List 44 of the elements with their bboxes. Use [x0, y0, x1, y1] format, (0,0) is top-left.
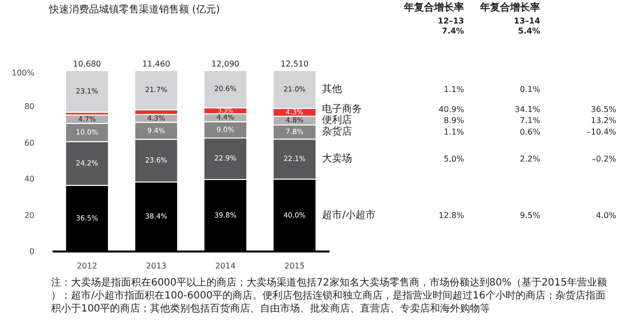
y-tick-label: 0 [29, 247, 35, 256]
series-label: 杂货店 [322, 126, 352, 138]
text: 40.9% [438, 105, 464, 114]
text: 1.1% [444, 85, 464, 94]
bar [65, 70, 109, 113]
text: 36.5% [590, 105, 617, 114]
x-tick-label: 2014 [215, 262, 236, 270]
annotation: 12,090 [211, 60, 240, 68]
text: 2.2% [520, 154, 541, 164]
y-tick-label: 40 [24, 174, 35, 184]
text: 注：大卖场是指面积在6000平以上的商店；大卖场渠道包括72家知名大卖场零售商，市场份额达到80%（基于2015年营业额）；超市/小超市指面积在100-6000平的商店。便利店包括连锁和独立商店，是指营业时间超过16个小时的商店；杂货店指面积小于100平的商店；其他类别包括百货商店、自由市场、批发商店、直营店、专卖店和海外购物等 [51, 276, 607, 314]
y-tick-label: 80 [24, 102, 35, 112]
text: 4.0% [596, 210, 617, 220]
x-tick-label: 2012 [76, 262, 98, 270]
text: 13.2% [590, 116, 617, 126]
text: 0.6% [520, 128, 541, 137]
text: 13–14 5.4% [514, 16, 541, 36]
text: 5.0% [444, 154, 464, 164]
text: 8.9% [444, 116, 464, 126]
x-tick-label: 2013 [146, 262, 166, 270]
chart-title: 快速消费品城镇零售渠道销售额 (亿元) [48, 4, 220, 16]
series-label: 便利店 [322, 114, 352, 126]
annotation: 10,680 [73, 60, 102, 68]
series-label: 电子商务 [322, 103, 362, 116]
text: –0.2% [592, 154, 617, 164]
text: 12–13 7.4% [438, 16, 464, 36]
text: 34.1% [514, 105, 541, 114]
y-tick-label: 100% [12, 68, 35, 78]
series-label: 大卖场 [322, 152, 352, 165]
text: 0.1% [520, 85, 541, 94]
text: 7.1% [520, 116, 541, 126]
series-label: 超市/小超市 [322, 208, 376, 221]
text: 9.5% [520, 210, 541, 220]
x-tick-label: 2015 [284, 262, 305, 270]
series-label: 其他 [322, 83, 342, 96]
y-tick-label: 60 [24, 138, 35, 148]
text: –10.4% [586, 128, 617, 137]
annotation: 11,460 [142, 60, 170, 68]
annotation: 12,510 [280, 60, 309, 68]
text: 年复合增长率 [403, 2, 464, 14]
text: 年复合增长率 [479, 2, 540, 14]
y-tick-label: 20 [24, 210, 35, 220]
text: 12.8% [438, 210, 464, 220]
text: 1.1% [444, 128, 464, 137]
